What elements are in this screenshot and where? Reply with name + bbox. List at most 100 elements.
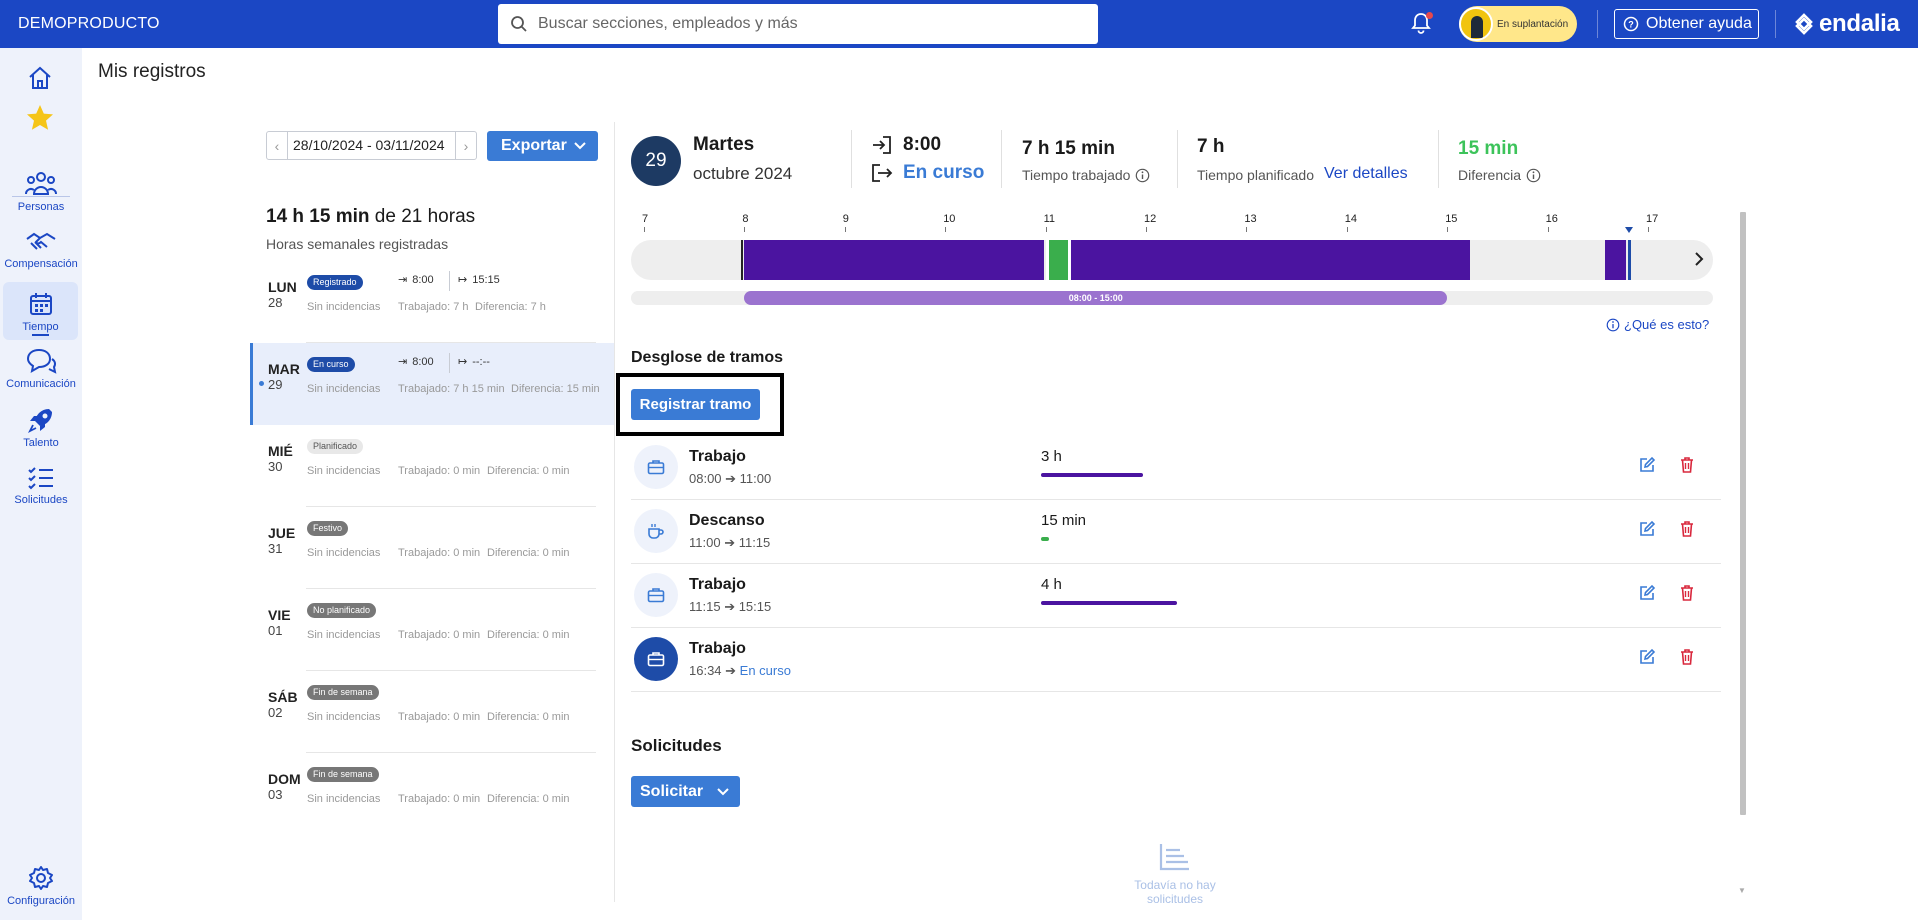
sidebar-item-compensacion[interactable]: Compensación [0,221,82,279]
timeline-segment-break[interactable] [1045,240,1071,280]
endalia-logo[interactable]: endalia [1792,10,1900,38]
divider [851,130,852,188]
date-range-value[interactable]: 28/10/2024 - 03/11/2024 [287,132,456,159]
difference-text: Diferencia: 0 min [487,465,570,477]
timeline-next-chevron-icon[interactable] [1688,248,1710,270]
search-input[interactable]: Buscar secciones, empleados y más [498,4,1098,44]
segment-time-range: 11:00 ➔ 11:15 [689,535,771,550]
what-is-this-link[interactable]: ¿Qué es esto? [1606,317,1709,332]
day-item-sab[interactable]: SÁB 02 Fin de semana Sin incidencias Tra… [250,671,614,753]
day-item-jue[interactable]: JUE 31 Festivo Sin incidencias Trabajado… [250,507,614,589]
timeline-tick-label: 13 [1244,213,1257,232]
timeline-segment-work[interactable] [1070,240,1471,280]
difference-value: 15 min [1458,138,1519,159]
divider [306,342,596,343]
impersonation-label: En suplantación [1497,18,1569,30]
timeline-segment-work[interactable] [744,240,1044,280]
trash-icon[interactable] [1679,456,1695,474]
summary-clock-in: 8:00 [871,134,941,156]
briefcase-icon [634,573,678,617]
scrollbar[interactable] [1740,212,1746,815]
edit-icon[interactable] [1638,648,1656,666]
favorites-star-icon[interactable] [22,100,58,136]
sidebar-item-personas[interactable]: Personas [0,162,82,220]
segment-time-range: 11:15 ➔ 15:15 [689,599,772,614]
previous-week-chevron-icon[interactable]: ‹ [274,137,280,154]
day-number: 31 [268,541,283,556]
sidebar-item-label: Configuración [7,895,75,907]
sidebar: Personas Compensación Tiempo Comunicació… [0,48,82,920]
request-button[interactable]: Solicitar [631,776,740,807]
divider [449,271,450,291]
sidebar-item-solicitudes[interactable]: Solicitudes [0,457,82,515]
divider [1001,130,1002,188]
divider [449,353,450,373]
status-badge: No planificado [307,603,377,618]
day-item-dom[interactable]: DOM 03 Fin de semana Sin incidencias Tra… [250,753,614,835]
clock-in-icon: ⇥ [398,274,408,286]
timeline-segment-work[interactable] [1604,240,1626,280]
sidebar-item-tiempo[interactable]: Tiempo [3,282,78,340]
impersonation-badge[interactable]: En suplantación [1459,6,1577,42]
sidebar-item-label: Solicitudes [14,494,68,506]
rocket-icon [27,409,52,434]
edit-icon[interactable] [1638,520,1656,538]
incidents-text: Sin incidencias [307,547,381,559]
scroll-down-arrow-icon[interactable]: ▼ [1738,886,1746,895]
empty-requests-text: Todavía no hay solicitudes [1134,878,1216,906]
sidebar-item-talento[interactable]: Talento [0,398,82,456]
worked-text: Trabajado: 0 min [398,465,481,477]
empty-requests-state: Todavía no hay solicitudes [1105,842,1245,906]
request-label: Solicitar [640,783,704,800]
export-button[interactable]: Exportar [487,131,598,161]
weekly-hours-target: de 21 horas [369,206,476,227]
export-label: Exportar [501,137,567,154]
register-segment-button[interactable]: Registrar tramo [631,389,760,420]
clock-out-icon [872,164,893,182]
clock-in-time: 8:00 [412,355,434,368]
home-icon[interactable] [22,60,58,96]
clock-in-icon: ⇥ [398,356,408,368]
help-button[interactable]: ? Obtener ayuda [1614,9,1759,39]
company-name[interactable]: DEMOPRODUCTO [18,15,160,32]
clock-out-time: --:-- [472,355,490,368]
worked-label-text: Tiempo trabajado [1022,167,1131,183]
day-item-vie[interactable]: VIE 01 No planificado Sin incidencias Tr… [250,589,614,671]
clock-in-time: 8:00 [412,273,434,286]
notifications-bell-icon[interactable] [1410,11,1433,40]
sidebar-item-label: Talento [23,437,59,449]
segment-duration-bar [1041,601,1177,605]
divider [1775,10,1776,38]
divider [631,499,1721,500]
info-icon [1606,318,1620,331]
trash-icon[interactable] [1679,520,1695,538]
next-week-chevron-icon[interactable]: › [463,137,469,154]
status-badge: Registrado [307,275,363,290]
column-divider [614,122,615,902]
day-item-lun[interactable]: LUN 28 Registrado ⇥ 8:00 ↦ 15:15 Sin incid… [250,261,614,343]
day-item-mie[interactable]: MIÉ 30 Planificado Sin incidencias Traba… [250,425,614,507]
segment-type: Trabajo [689,640,746,657]
info-icon[interactable] [1135,168,1150,183]
timeline-tick-label: 14 [1344,213,1358,232]
trash-icon[interactable] [1679,648,1695,666]
calendar-icon [29,293,52,315]
sidebar-item-comunicacion[interactable]: Comunicación [0,339,82,397]
segment-duration-bar [1041,537,1050,541]
day-name: VIE [268,607,291,623]
page-title: Mis registros [98,61,206,82]
details-link[interactable]: Ver detalles [1324,165,1408,182]
divider [631,691,1721,692]
clock-in: ⇥ 8:00 [398,355,434,369]
trash-icon[interactable] [1679,584,1695,602]
segment-duration: 15 min [1041,512,1087,529]
segment-row: Descanso 11:00 ➔ 11:15 15 min [631,500,1721,564]
edit-icon[interactable] [1638,456,1656,474]
sidebar-item-configuracion[interactable]: Configuración [0,856,82,914]
difference-text: Diferencia: 0 min [487,629,570,641]
edit-icon[interactable] [1638,584,1656,602]
handshake-icon [26,232,56,250]
info-icon[interactable] [1526,168,1541,183]
day-item-mar[interactable]: MAR 29 En curso ⇥ 8:00 ↦ --:-- Sin inciden… [250,343,614,425]
date-range-picker[interactable]: ‹ 28/10/2024 - 03/11/2024 › [266,131,477,160]
